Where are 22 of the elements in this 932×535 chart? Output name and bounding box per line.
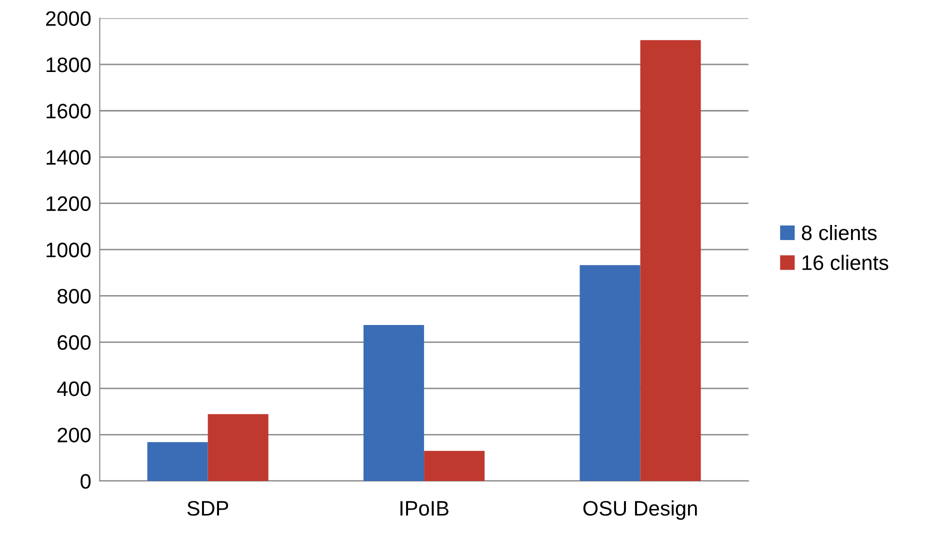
y-tick-label: 0 bbox=[80, 474, 91, 489]
y-tick-label: 400 bbox=[57, 381, 91, 396]
legend-label: 8 clients bbox=[802, 224, 877, 240]
bar bbox=[364, 325, 424, 481]
bar bbox=[640, 40, 701, 481]
y-tick-label: 1000 bbox=[46, 242, 91, 258]
y-tick-label: 1600 bbox=[46, 104, 91, 118]
y-tick-label: 1400 bbox=[46, 150, 91, 165]
bar bbox=[208, 414, 268, 481]
y-tick-label: 2000 bbox=[46, 11, 91, 26]
y-tick-label: 1200 bbox=[46, 196, 91, 212]
x-tick-label: IPoIB bbox=[400, 501, 448, 516]
y-tick-label: 800 bbox=[58, 288, 91, 304]
bar bbox=[580, 265, 640, 481]
x-tick-label: OSU Design bbox=[583, 500, 697, 520]
y-tick-label: 600 bbox=[58, 335, 91, 350]
x-tick-label: SDP bbox=[187, 500, 228, 516]
bar bbox=[424, 450, 485, 481]
bar bbox=[147, 442, 208, 481]
y-tick-label: 1800 bbox=[46, 57, 91, 72]
y-tick-label: 200 bbox=[58, 428, 91, 442]
legend-label: 16 clients bbox=[802, 254, 888, 270]
